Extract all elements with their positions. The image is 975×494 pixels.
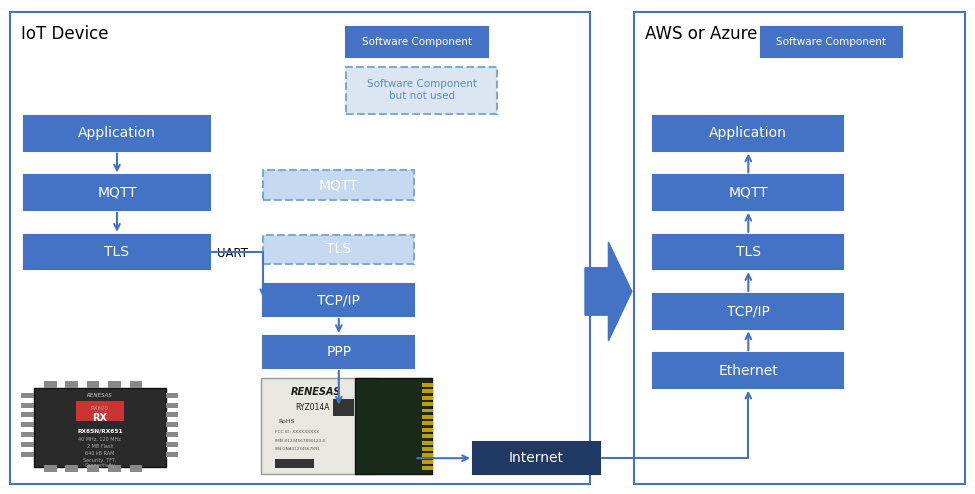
- FancyBboxPatch shape: [421, 434, 433, 438]
- Text: 640 kB RAM: 640 kB RAM: [85, 451, 115, 456]
- Text: FCC ID: XXXXXXXXX: FCC ID: XXXXXXXXX: [275, 430, 319, 434]
- FancyBboxPatch shape: [130, 465, 142, 472]
- Text: 2 MB Flash: 2 MB Flash: [87, 444, 113, 449]
- FancyBboxPatch shape: [263, 235, 414, 264]
- FancyBboxPatch shape: [653, 116, 843, 151]
- Text: Software Component
but not used: Software Component but not used: [367, 80, 477, 101]
- FancyBboxPatch shape: [421, 466, 433, 470]
- Text: RX600: RX600: [91, 406, 109, 411]
- Text: 40 MHz, 120 MHz: 40 MHz, 120 MHz: [79, 437, 121, 442]
- FancyBboxPatch shape: [166, 442, 178, 447]
- FancyBboxPatch shape: [346, 67, 497, 114]
- FancyBboxPatch shape: [275, 458, 314, 468]
- Text: TLS: TLS: [736, 245, 760, 259]
- Text: MQTT: MQTT: [98, 186, 136, 200]
- Text: S/N:GNA01234567891: S/N:GNA01234567891: [275, 447, 321, 451]
- FancyBboxPatch shape: [261, 378, 377, 474]
- FancyBboxPatch shape: [355, 378, 432, 474]
- FancyBboxPatch shape: [87, 465, 99, 472]
- FancyBboxPatch shape: [108, 465, 121, 472]
- FancyBboxPatch shape: [421, 441, 433, 445]
- FancyBboxPatch shape: [653, 175, 843, 210]
- Text: UART: UART: [216, 247, 248, 260]
- FancyBboxPatch shape: [21, 393, 34, 398]
- Text: TCP/IP: TCP/IP: [318, 293, 360, 307]
- Text: Security, TFT,: Security, TFT,: [83, 457, 117, 462]
- Text: IMEI:01234567890123 4: IMEI:01234567890123 4: [275, 439, 325, 443]
- Text: MQTT: MQTT: [728, 186, 768, 200]
- Polygon shape: [585, 242, 632, 341]
- FancyBboxPatch shape: [760, 27, 902, 57]
- FancyBboxPatch shape: [24, 175, 210, 210]
- Text: RYZ014A: RYZ014A: [295, 403, 330, 412]
- Text: Internet: Internet: [509, 451, 564, 465]
- FancyBboxPatch shape: [421, 415, 433, 419]
- Text: RoHS: RoHS: [279, 419, 294, 424]
- FancyBboxPatch shape: [21, 412, 34, 417]
- FancyBboxPatch shape: [263, 170, 414, 200]
- FancyBboxPatch shape: [421, 460, 433, 464]
- FancyBboxPatch shape: [421, 402, 433, 406]
- Text: MQTT: MQTT: [319, 178, 359, 192]
- FancyBboxPatch shape: [421, 383, 433, 387]
- FancyBboxPatch shape: [653, 294, 843, 329]
- FancyBboxPatch shape: [421, 447, 433, 451]
- Text: Ethernet: Ethernet: [719, 364, 778, 377]
- FancyBboxPatch shape: [65, 465, 78, 472]
- FancyBboxPatch shape: [166, 432, 178, 437]
- FancyBboxPatch shape: [263, 336, 414, 368]
- Text: RX: RX: [93, 413, 107, 423]
- Text: RENESAS: RENESAS: [291, 387, 341, 397]
- FancyBboxPatch shape: [421, 389, 433, 393]
- Text: IoT Device: IoT Device: [21, 25, 109, 42]
- Text: TLS: TLS: [327, 243, 351, 256]
- Text: Application: Application: [78, 126, 156, 140]
- FancyBboxPatch shape: [130, 381, 142, 388]
- FancyBboxPatch shape: [166, 403, 178, 408]
- FancyBboxPatch shape: [421, 409, 433, 412]
- FancyBboxPatch shape: [473, 442, 600, 474]
- FancyBboxPatch shape: [21, 442, 34, 447]
- FancyBboxPatch shape: [108, 381, 121, 388]
- Text: TLS: TLS: [104, 245, 130, 259]
- Text: AWS or Azure: AWS or Azure: [645, 25, 758, 42]
- FancyBboxPatch shape: [263, 284, 414, 316]
- Text: TCP/IP: TCP/IP: [727, 304, 769, 318]
- FancyBboxPatch shape: [21, 403, 34, 408]
- Text: Software Component: Software Component: [362, 37, 472, 47]
- FancyBboxPatch shape: [346, 27, 488, 57]
- FancyBboxPatch shape: [653, 353, 843, 388]
- FancyBboxPatch shape: [44, 465, 57, 472]
- FancyBboxPatch shape: [87, 381, 99, 388]
- Text: RENESAS: RENESAS: [87, 393, 113, 398]
- FancyBboxPatch shape: [21, 422, 34, 427]
- Text: Application: Application: [710, 126, 787, 140]
- FancyBboxPatch shape: [166, 393, 178, 398]
- FancyBboxPatch shape: [65, 381, 78, 388]
- Text: Connectivity: Connectivity: [85, 463, 115, 468]
- FancyBboxPatch shape: [653, 235, 843, 269]
- Text: PPP: PPP: [327, 345, 351, 359]
- FancyBboxPatch shape: [34, 388, 166, 467]
- FancyBboxPatch shape: [75, 401, 125, 420]
- FancyBboxPatch shape: [24, 235, 210, 269]
- FancyBboxPatch shape: [333, 399, 355, 416]
- FancyBboxPatch shape: [421, 396, 433, 400]
- Text: Software Component: Software Component: [776, 37, 886, 47]
- FancyBboxPatch shape: [421, 428, 433, 432]
- FancyBboxPatch shape: [24, 116, 210, 151]
- FancyBboxPatch shape: [166, 412, 178, 417]
- FancyBboxPatch shape: [421, 421, 433, 425]
- FancyBboxPatch shape: [166, 452, 178, 457]
- FancyBboxPatch shape: [44, 381, 57, 388]
- FancyBboxPatch shape: [21, 432, 34, 437]
- FancyBboxPatch shape: [166, 422, 178, 427]
- FancyBboxPatch shape: [421, 453, 433, 457]
- Text: RX65N/RX651: RX65N/RX651: [77, 428, 123, 433]
- FancyBboxPatch shape: [21, 452, 34, 457]
